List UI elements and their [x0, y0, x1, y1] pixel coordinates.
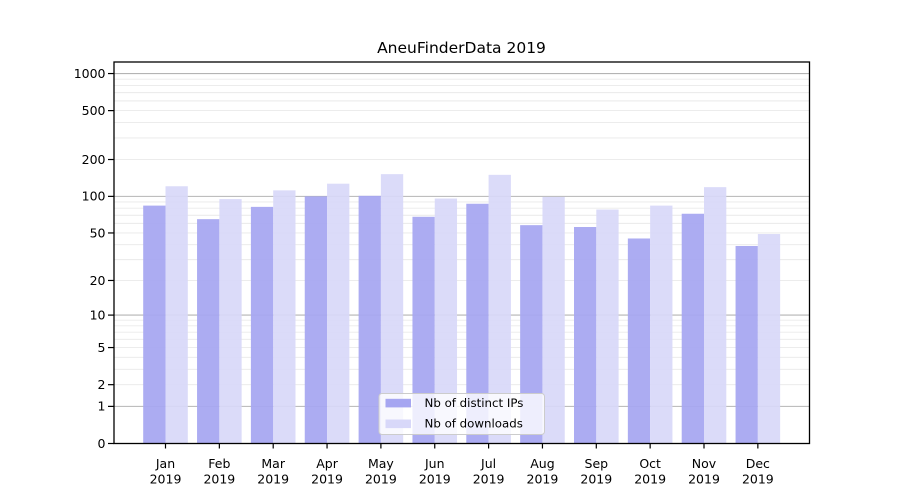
x-tick-label-month: Sep — [585, 456, 609, 471]
bar-nb-of-distinct-ips — [735, 245, 758, 444]
y-tick-label: 1000 — [74, 66, 106, 81]
x-tick-label-year: 2019 — [150, 472, 182, 487]
x-tick-label-year: 2019 — [688, 472, 720, 487]
x-tick-label-month: Oct — [639, 456, 661, 471]
y-tick-label: 2 — [98, 377, 106, 392]
bar-nb-of-distinct-ips — [197, 219, 220, 444]
x-tick-label-year: 2019 — [365, 472, 397, 487]
legend: Nb of distinct IPs Nb of downloads — [378, 393, 545, 435]
y-tick-label: 1 — [98, 399, 106, 414]
x-tick-label-month: Nov — [692, 456, 717, 471]
x-tick-label-year: 2019 — [419, 472, 451, 487]
x-tick-label-year: 2019 — [634, 472, 666, 487]
bar-nb-of-distinct-ips — [466, 203, 489, 444]
x-tick-label-month: Dec — [746, 456, 770, 471]
bar-nb-of-distinct-ips — [520, 225, 543, 444]
bar-nb-of-distinct-ips — [143, 205, 166, 444]
plot-border — [113, 61, 811, 445]
y-tick-label: 20 — [90, 273, 106, 288]
bar-nb-of-distinct-ips — [304, 196, 328, 444]
y-tick-label: 50 — [90, 225, 106, 240]
x-tick-label-year: 2019 — [257, 472, 289, 487]
x-tick-label-month: Mar — [261, 456, 285, 471]
axis-layer: 01251020501002005001000Jan2019Feb2019Mar… — [74, 66, 774, 487]
x-tick-label-year: 2019 — [203, 472, 235, 487]
bar-nb-of-distinct-ips — [358, 195, 381, 444]
bar-nb-of-downloads — [488, 174, 511, 444]
x-tick-label-year: 2019 — [527, 472, 559, 487]
bar-nb-of-distinct-ips — [681, 213, 704, 444]
bar-nb-of-downloads — [757, 234, 781, 444]
y-tick-label: 10 — [90, 307, 106, 322]
legend-label-distinct-ips: Nb of distinct IPs — [425, 396, 524, 410]
x-tick-label-month: Feb — [208, 456, 230, 471]
legend-swatch-downloads — [385, 419, 411, 429]
legend-label-downloads: Nb of downloads — [425, 417, 523, 431]
bar-nb-of-downloads — [542, 196, 565, 444]
y-tick-label: 100 — [82, 189, 106, 204]
x-tick-label-year: 2019 — [311, 472, 343, 487]
y-tick-label: 0 — [98, 436, 106, 451]
x-tick-label-month: Jun — [424, 456, 445, 471]
legend-swatch-distinct-ips — [385, 398, 411, 408]
bar-nb-of-downloads — [165, 186, 188, 444]
legend-box — [378, 393, 545, 435]
bar-nb-of-distinct-ips — [412, 216, 435, 444]
x-tick-label-month: Jan — [155, 456, 175, 471]
y-tick-label: 200 — [82, 152, 106, 167]
bar-nb-of-downloads — [380, 174, 404, 444]
x-tick-label-month: Aug — [530, 456, 554, 471]
x-tick-label-year: 2019 — [742, 472, 774, 487]
y-tick-label: 500 — [82, 103, 106, 118]
chart-title: AneuFinderData 2019 — [377, 39, 546, 57]
bar-nb-of-downloads — [650, 205, 673, 444]
bar-nb-of-downloads — [273, 190, 296, 444]
bars-layer — [143, 174, 781, 444]
bar-nb-of-distinct-ips — [574, 227, 597, 444]
bar-nb-of-downloads — [704, 187, 727, 444]
bar-nb-of-downloads — [434, 198, 458, 444]
bar-nb-of-downloads — [596, 209, 619, 444]
bar-nb-of-downloads — [219, 199, 242, 444]
x-tick-label-month: Apr — [316, 456, 338, 471]
x-tick-label-year: 2019 — [473, 472, 505, 487]
bar-nb-of-downloads — [327, 183, 350, 444]
x-tick-label-month: May — [368, 456, 394, 471]
x-tick-label-year: 2019 — [580, 472, 612, 487]
bar-nb-of-distinct-ips — [627, 238, 651, 444]
y-tick-label: 5 — [98, 340, 106, 355]
bar-nb-of-distinct-ips — [250, 206, 274, 444]
x-tick-label-month: Jul — [480, 456, 496, 471]
